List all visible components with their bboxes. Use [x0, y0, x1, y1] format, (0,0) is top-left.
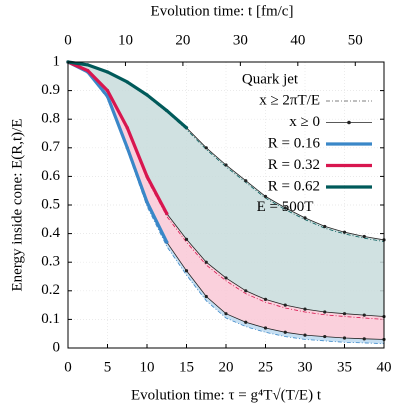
curve-dot [323, 334, 327, 339]
y-tick-label: 0 [53, 339, 61, 355]
y-tick-label: 0.9 [41, 82, 60, 98]
curve-dot [244, 289, 248, 293]
legend-label: R = 0.16 [268, 135, 321, 151]
x-tick-label: 40 [377, 359, 392, 375]
curve-dot [342, 336, 347, 340]
curve-dot [184, 269, 189, 273]
curve-dot [283, 206, 287, 210]
curve-dot [342, 312, 347, 316]
y-tick-label: 0.6 [41, 168, 60, 184]
x-tick-label: 35 [337, 359, 352, 375]
series-line [66, 60, 169, 216]
curve-dot [362, 337, 366, 341]
curve-dot [184, 237, 189, 241]
legend-label: x ≥ 2πT/E [259, 92, 320, 108]
x-tick-label: 20 [219, 359, 234, 375]
legend-label: R = 0.32 [268, 157, 320, 173]
dashdot-curve [67, 61, 385, 320]
x2-axis-label: Evolution time: t [fm/c] [151, 3, 294, 19]
y-tick-label: 0.3 [41, 254, 60, 270]
legend-swatch-dot [347, 120, 351, 125]
y-tick-label: 0.4 [41, 225, 60, 241]
y-tick-label: 0.8 [41, 111, 60, 127]
curve-dot [323, 310, 327, 314]
curve-dot [224, 163, 228, 167]
x-tick-label: 5 [104, 359, 112, 375]
y-tick-label: 0.7 [41, 139, 60, 155]
y-tick-label: 1 [53, 53, 61, 69]
x-axis-label: Evolution time: τ = g⁴T√(T/E) t [131, 387, 322, 403]
curve-dot [263, 326, 268, 330]
curve-dot [263, 297, 268, 301]
x-tick-label: 25 [258, 359, 273, 375]
x-tick-label: 0 [64, 359, 72, 375]
curve-dot [342, 230, 347, 234]
curve-dot [263, 194, 268, 199]
plot-frame [67, 61, 385, 349]
x2-tick-label: 0 [64, 32, 72, 48]
curve-dot [303, 216, 307, 220]
x-tick-label: 30 [298, 359, 313, 375]
x2-tick-label: 30 [233, 32, 248, 48]
curve-dot [244, 320, 248, 324]
y-tick-label: 0.5 [41, 196, 60, 212]
y-axis-label: Energy inside cone: E(R,t)/E [9, 118, 25, 291]
x-tick-label: 10 [140, 359, 155, 375]
x2-tick-label: 40 [290, 32, 305, 48]
curve-dot [224, 276, 228, 280]
curve-dot [224, 312, 228, 316]
curve-dot [244, 179, 248, 183]
x2-tick-label: 10 [118, 32, 133, 48]
curve-dot [283, 330, 287, 334]
band [68, 62, 384, 317]
y-tick-label: 0.2 [41, 282, 60, 298]
band [68, 62, 384, 340]
series-line [66, 60, 189, 130]
curve-dot [323, 224, 327, 229]
curve-dot [204, 146, 208, 150]
curve-dot [362, 234, 366, 239]
curve-dot [204, 260, 208, 264]
curve-dot [303, 333, 307, 337]
x2-tick-label: 20 [175, 32, 190, 48]
curve-dot [303, 307, 307, 311]
x-tick-label: 15 [179, 359, 194, 375]
legend-title: Quark jet [242, 71, 299, 87]
annotation: E = 500T [257, 199, 314, 215]
y-tick-label: 0.1 [41, 311, 60, 327]
legend-label: R = 0.62 [268, 178, 320, 194]
legend-label: x ≥ 0 [289, 114, 320, 130]
curve-dot [283, 303, 287, 307]
curve-dot [362, 313, 366, 317]
x2-tick-label: 50 [348, 32, 363, 48]
curve-dot [204, 294, 208, 299]
